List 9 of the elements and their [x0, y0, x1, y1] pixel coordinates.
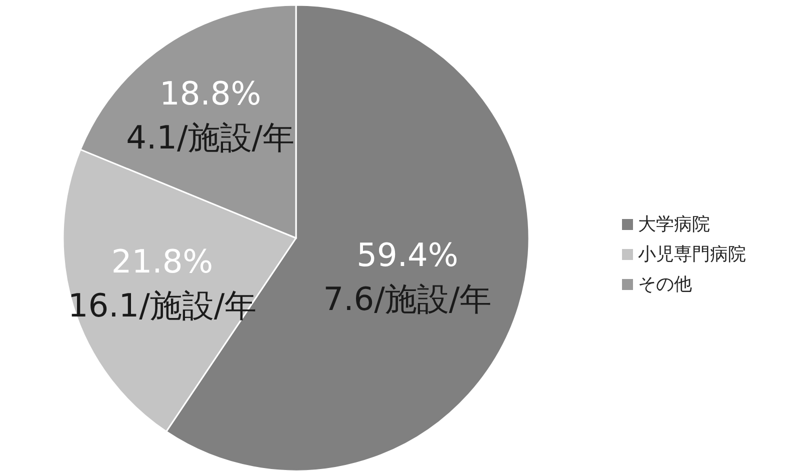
data-label: 18.8%: [160, 74, 262, 112]
legend-label: 大学病院: [638, 214, 710, 235]
text: 7.6/施設/年: [323, 280, 492, 318]
legend-label: その他: [638, 274, 692, 295]
data-label: 21.8%: [111, 242, 214, 281]
legend-label: 小児専門病院: [638, 244, 746, 265]
data-label: 59.4%: [356, 236, 458, 274]
text: 16.1/施設/年: [68, 286, 257, 325]
text: 4.1/施設/年: [126, 118, 295, 156]
